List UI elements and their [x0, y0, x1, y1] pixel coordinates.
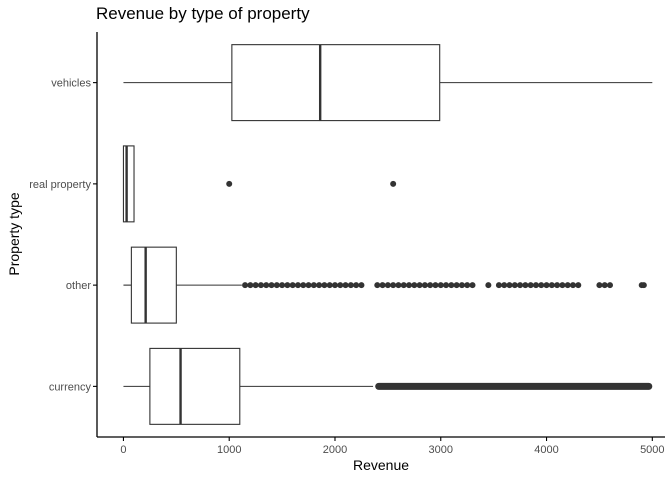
outlier-point-other	[353, 282, 360, 289]
outlier-point-other	[279, 282, 286, 289]
plot-area	[122, 44, 653, 425]
outlier-point-other	[437, 282, 444, 289]
outlier-point-other	[543, 282, 550, 289]
y-axis-title: Property type	[6, 192, 22, 275]
outlier-point-other	[464, 282, 471, 289]
outlier-point-other	[596, 282, 603, 289]
outlier-point-other	[522, 282, 529, 289]
outlier-point-other	[511, 282, 518, 289]
axis-layer: 0 1000 2000 3000 4000 5000 vehicles real proper…	[29, 78, 664, 456]
outlier-point-other	[564, 282, 571, 289]
outlier-point-other	[305, 282, 312, 289]
outlier-point-other	[559, 282, 566, 289]
outlier-point-other	[316, 282, 323, 289]
outlier-point-other	[640, 282, 647, 289]
outlier-point-other	[532, 282, 539, 289]
outlier-point-other	[485, 282, 492, 289]
outlier-point-other	[247, 282, 254, 289]
outlier-point-other	[331, 282, 338, 289]
outlier-point-other	[337, 282, 344, 289]
box-real-property	[122, 145, 135, 223]
outlier-point-other	[538, 282, 545, 289]
outlier-point-other	[384, 282, 391, 289]
x-tick-label: 5000	[640, 444, 664, 456]
outlier-band-currency	[375, 382, 653, 390]
outlier-point-other	[495, 282, 502, 289]
x-axis-title: Revenue	[353, 457, 409, 473]
outlier-point-other	[554, 282, 561, 289]
y-tick-label: vehicles	[51, 78, 91, 90]
outlier-point-other	[379, 282, 386, 289]
outlier-point-other	[374, 282, 381, 289]
outlier-point-other	[458, 282, 465, 289]
outlier-point-other	[268, 282, 275, 289]
outlier-point-other	[527, 282, 534, 289]
outlier-point-other	[326, 282, 333, 289]
outlier-point-real-property	[226, 180, 233, 187]
outlier-point-other	[390, 282, 397, 289]
outlier-point-other	[517, 282, 524, 289]
outlier-point-other	[257, 282, 264, 289]
outlier-point-other	[300, 282, 307, 289]
outlier-point-other	[395, 282, 402, 289]
y-tick-label: other	[66, 280, 91, 292]
y-tick-label: currency	[49, 381, 92, 393]
outlier-point-other	[427, 282, 434, 289]
outlier-point-other	[606, 282, 613, 289]
outlier-point-other	[411, 282, 418, 289]
outlier-point-other	[294, 282, 301, 289]
x-tick-label: 4000	[534, 444, 558, 456]
outlier-point-other	[321, 282, 328, 289]
box-other	[130, 246, 177, 324]
outlier-point-other	[601, 282, 608, 289]
outlier-point-other	[242, 282, 249, 289]
outlier-point-other	[469, 282, 476, 289]
outlier-point-other	[347, 282, 354, 289]
outlier-point-other	[273, 282, 280, 289]
x-tick-label: 0	[120, 444, 126, 456]
outlier-point-other	[310, 282, 317, 289]
x-tick-label: 3000	[429, 444, 453, 456]
x-tick-label: 2000	[323, 444, 347, 456]
outlier-point-other	[342, 282, 349, 289]
box-vehicles	[231, 44, 441, 122]
outlier-point-other	[432, 282, 439, 289]
outlier-point-other	[416, 282, 423, 289]
outlier-point-other	[252, 282, 259, 289]
outlier-point-real-property	[390, 180, 397, 187]
outlier-point-other	[548, 282, 555, 289]
outlier-point-other	[506, 282, 513, 289]
x-tick-label: 1000	[217, 444, 241, 456]
outlier-point-other	[501, 282, 508, 289]
y-tick-label: real property	[29, 179, 91, 191]
outlier-point-other	[358, 282, 365, 289]
outlier-point-other	[289, 282, 296, 289]
outlier-point-other	[569, 282, 576, 289]
outlier-point-other	[575, 282, 582, 289]
outlier-point-other	[284, 282, 291, 289]
chart-title: Revenue by type of property	[96, 4, 310, 23]
outlier-point-other	[421, 282, 428, 289]
outlier-point-other	[263, 282, 270, 289]
outlier-point-other	[443, 282, 450, 289]
outlier-point-other	[406, 282, 413, 289]
outlier-point-other	[400, 282, 407, 289]
outlier-point-other	[448, 282, 455, 289]
box-currency	[149, 347, 241, 425]
outlier-point-other	[453, 282, 460, 289]
